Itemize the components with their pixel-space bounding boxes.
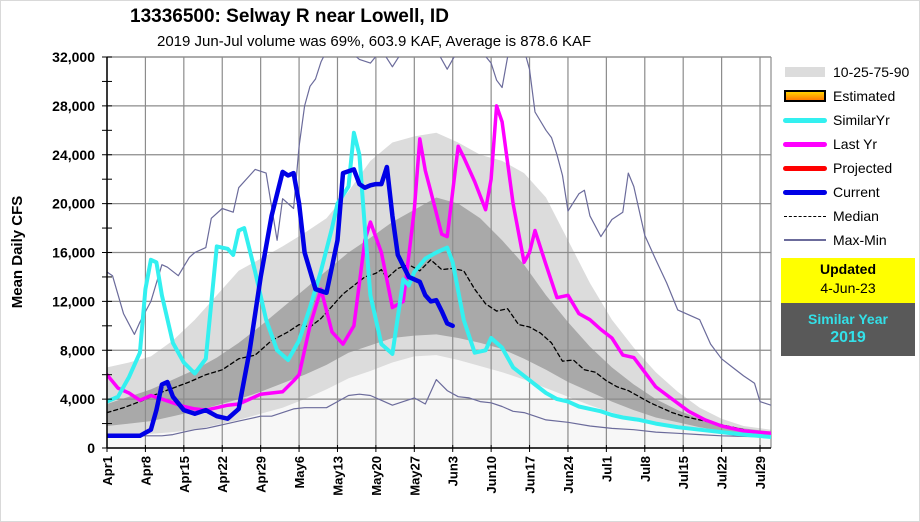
legend-label: Estimated	[833, 88, 896, 104]
x-tick-label: Jun3	[446, 456, 461, 486]
x-tick-label: May13	[330, 456, 345, 496]
x-tick-label: Apr1	[100, 456, 115, 486]
legend-item: Projected	[782, 156, 917, 180]
y-tick-label: 32,000	[52, 49, 95, 65]
x-tick-label: Jul22	[715, 456, 730, 489]
legend-label: Current	[833, 184, 880, 200]
percentile-bands	[107, 132, 771, 448]
legend-item: Median	[782, 204, 917, 228]
series-max-min-max	[107, 57, 771, 406]
axes: 0 4,000 8,000 12,000 16,000 20,000 24,000 28,00…	[52, 49, 771, 496]
updated-date: 4-Jun-23	[820, 280, 876, 296]
x-tick-label: Jun10	[484, 456, 499, 494]
legend-item: Current	[782, 180, 917, 204]
x-tick-label: May20	[369, 456, 384, 496]
x-tick-label: Jun17	[523, 456, 538, 494]
legend-item: 10-25-75-90	[782, 60, 917, 84]
legend-label: Projected	[833, 160, 893, 176]
legend-label: 10-25-75-90	[833, 64, 910, 80]
y-tick-label: 16,000	[52, 245, 95, 261]
y-tick-label: 28,000	[52, 98, 95, 114]
updated-box: Updated 4-Jun-23	[781, 258, 915, 303]
y-tick-label: 4,000	[60, 391, 95, 407]
legend-label: SimilarYr	[833, 112, 890, 128]
updated-label: Updated	[820, 261, 876, 277]
y-tick-label: 20,000	[52, 196, 95, 212]
x-tick-label: Jul15	[676, 456, 691, 489]
legend-item: Last Yr	[782, 132, 917, 156]
x-tick-label: Jun24	[561, 455, 576, 493]
similar-year-label: Similar Year	[808, 311, 888, 327]
legend-label: Median	[833, 208, 879, 224]
legend-swatch	[782, 234, 827, 246]
legend-label: Max-Min	[833, 232, 887, 248]
x-tick-label: May6	[292, 456, 307, 489]
x-tick-label: Apr8	[138, 456, 153, 486]
legend-swatch	[782, 90, 827, 102]
x-tick-label: Jul29	[753, 456, 768, 489]
y-tick-label: 8,000	[60, 342, 95, 358]
x-tick-label: May27	[407, 456, 422, 496]
series-current	[107, 164, 455, 439]
chart-title: 13336500: Selway R near Lowell, ID	[130, 6, 449, 27]
legend-swatch	[782, 186, 827, 198]
legend-swatch	[782, 114, 827, 126]
series-last-yr	[107, 104, 771, 436]
series-lines	[107, 57, 771, 439]
x-tick-label: Apr22	[215, 456, 230, 493]
x-tick-label: Apr29	[254, 456, 269, 493]
y-tick-label: 12,000	[52, 293, 95, 309]
similar-year-box: Similar Year 2019	[781, 303, 915, 356]
legend-item: SimilarYr	[782, 108, 917, 132]
x-tick-label: Jul1	[599, 456, 614, 482]
x-tick-label: Jul8	[638, 456, 653, 482]
series-similaryr	[107, 130, 771, 439]
legend-item: Max-Min	[782, 228, 917, 252]
band-25-75	[107, 197, 771, 437]
legend: 10-25-75-90 Estimated SimilarYr Last Yr Proj…	[782, 60, 917, 252]
series-max-min-min	[107, 379, 771, 438]
legend-swatch	[782, 66, 827, 78]
y-tick-label: 24,000	[52, 147, 95, 163]
legend-swatch	[782, 162, 827, 174]
x-tick-label: Apr15	[177, 456, 192, 493]
legend-swatch	[782, 210, 827, 222]
legend-item: Estimated	[782, 84, 917, 108]
band-below-10	[107, 355, 771, 448]
legend-label: Last Yr	[833, 136, 878, 152]
similar-year-value: 2019	[830, 329, 866, 346]
legend-swatch	[782, 138, 827, 150]
y-tick-label: 0	[87, 440, 95, 456]
chart-subtitle: 2019 Jun-Jul volume was 69%, 603.9 KAF, …	[157, 33, 592, 50]
y-axis-label: Mean Daily CFS	[9, 196, 26, 309]
